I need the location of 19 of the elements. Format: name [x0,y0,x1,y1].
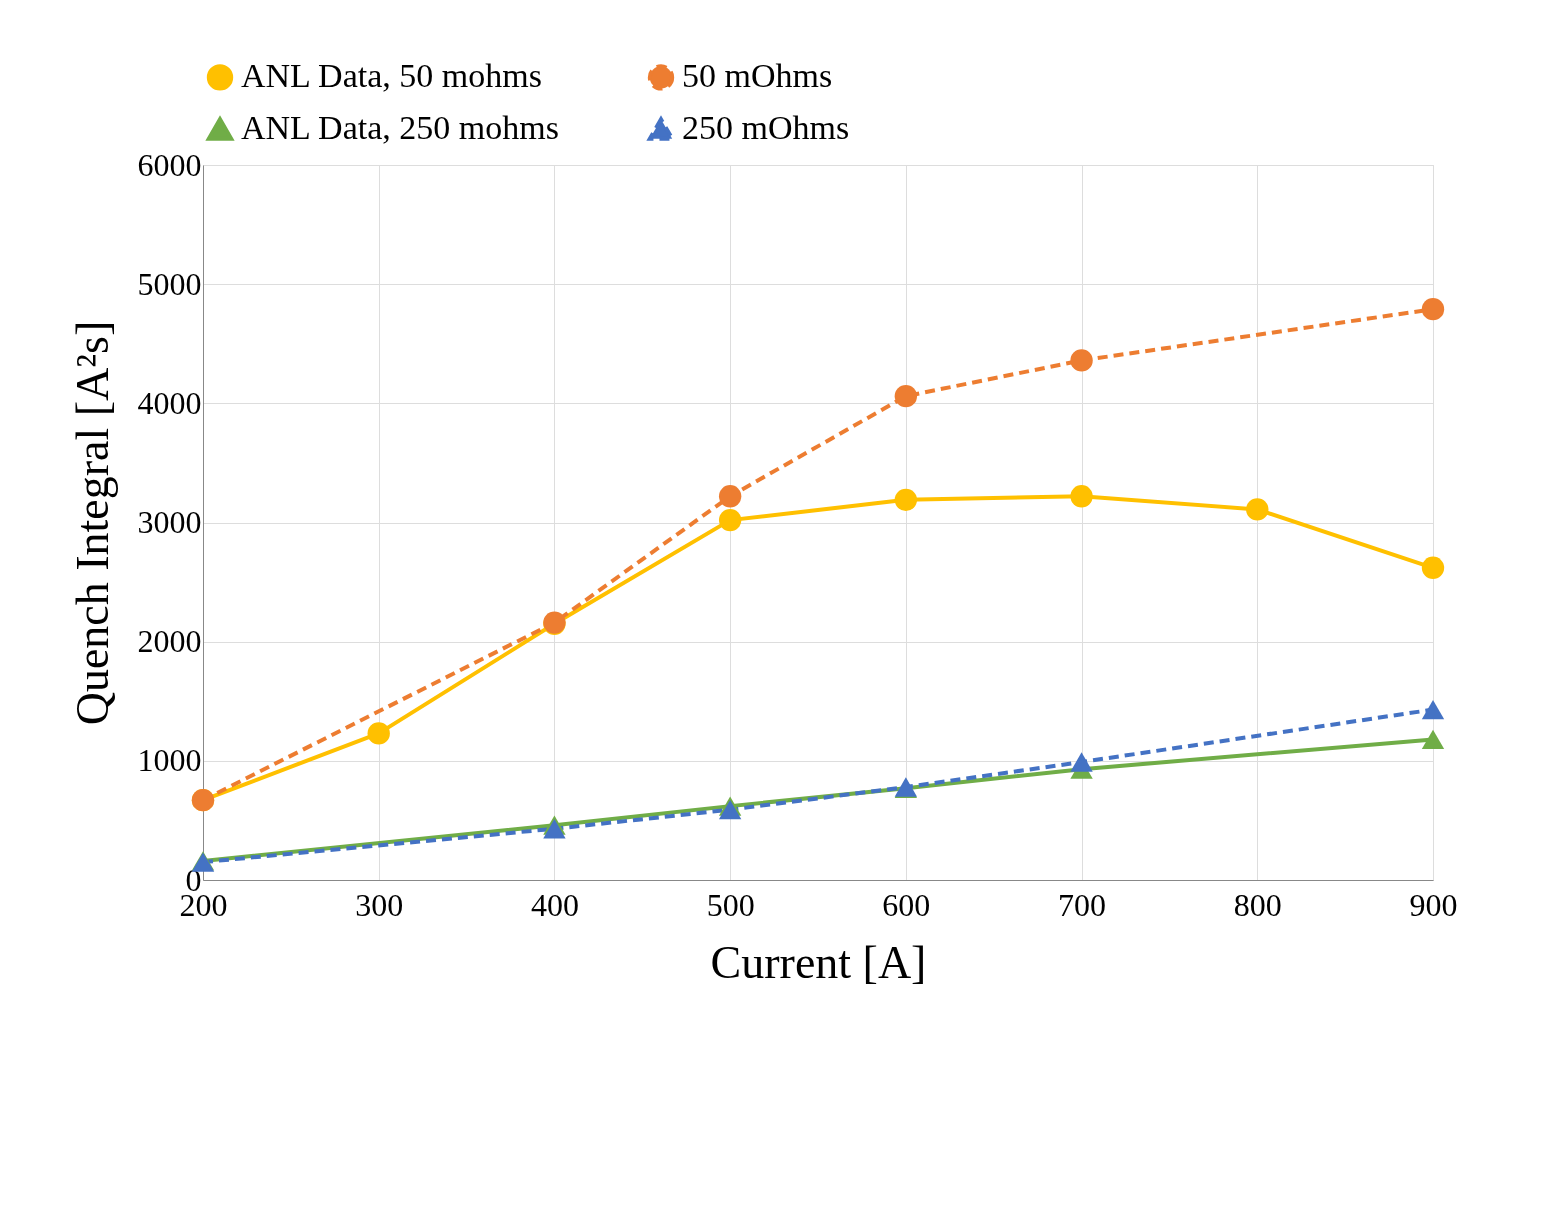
y-tick-label: 3000 [137,504,202,540]
x-tick-label: 800 [1233,886,1282,923]
x-tick-label: 600 [882,886,931,923]
x-tick-label: 500 [706,886,755,923]
y-tick-label: 4000 [137,384,202,421]
x-tick-label: 900 [1409,886,1458,923]
y-tick-label: 2000 [137,623,202,660]
y-tick-label: 6000 [137,146,202,183]
y-axis-title: Quench Integral [A²s] [66,320,118,726]
x-tick-label: 300 [355,886,404,923]
legend-label: 50 mOhms [682,57,833,95]
x-axis-title: Current [A] [710,936,927,988]
x-tick-label: 400 [530,886,579,923]
legend-label: ANL Data, 250 mohms [241,109,559,146]
y-tick-label: 5000 [137,265,202,302]
legend-label: 250 mOhms [682,109,850,146]
legend-label: ANL Data, 50 mohms [241,57,542,95]
y-tick-label: 1000 [137,742,202,779]
x-tick-label: 700 [1058,886,1107,923]
